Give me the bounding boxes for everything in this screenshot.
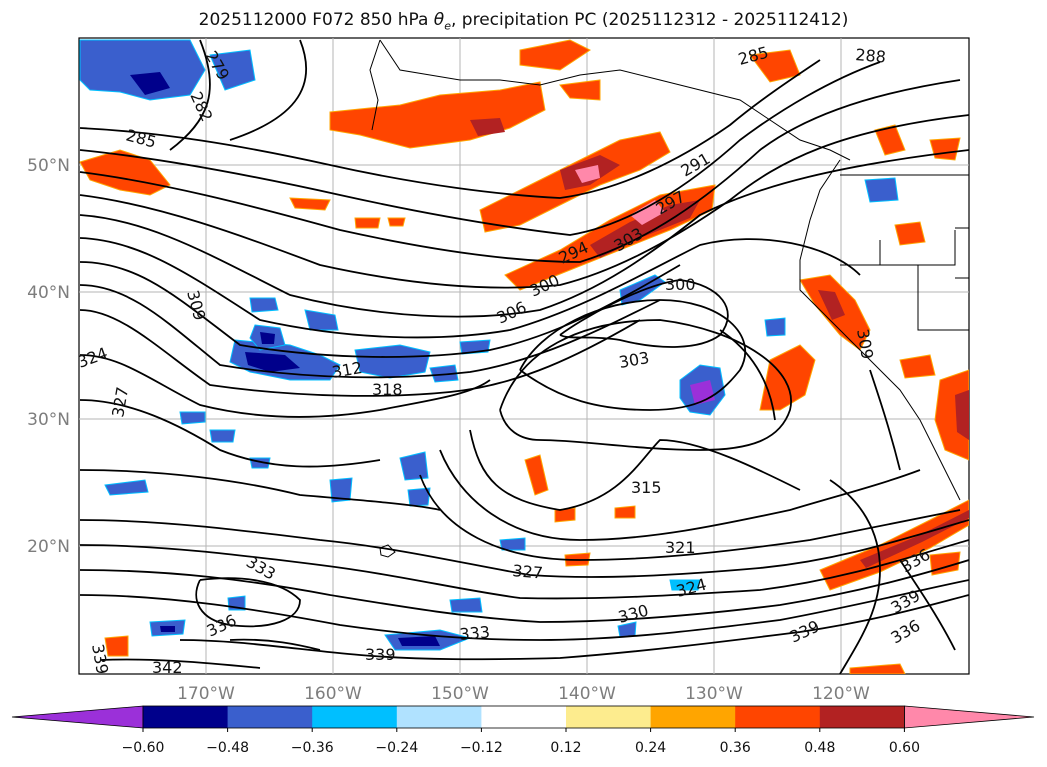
longitude-labels: 170°W 160°W 150°W 140°W 130°W 120°W <box>177 684 870 704</box>
colorbar-tick-label: −0.48 <box>206 740 249 756</box>
colorbar-extend-min <box>11 705 144 729</box>
colorbar-cell <box>566 706 652 728</box>
contour-label: 327 <box>512 561 544 583</box>
colorbar-cell <box>819 706 905 728</box>
contour-label: 333 <box>459 622 491 644</box>
contour-label: 342 <box>152 658 183 677</box>
map-title: 2025112000 F072 850 hPa θe, precipitatio… <box>198 10 849 33</box>
lon-label: 120°W <box>812 684 870 704</box>
lat-label: 20°N <box>27 537 70 557</box>
lat-label: 30°N <box>27 410 70 430</box>
colorbar-extend-max <box>904 705 1035 729</box>
theta-e-contours <box>79 39 969 674</box>
colorbar: −0.60 −0.48 −0.36 −0.24 −0.12 0.12 0.24 0.36 0.4… <box>11 705 1035 756</box>
colorbar-tick-label: 0.12 <box>550 740 581 756</box>
colorbar-cell <box>227 706 313 728</box>
contour-label: 288 <box>855 45 887 67</box>
precipitation-shading <box>79 39 969 674</box>
colorbar-tick-label: 0.24 <box>635 740 666 756</box>
lon-label: 160°W <box>304 684 362 704</box>
lon-label: 170°W <box>177 684 235 704</box>
colorbar-cell <box>312 706 398 728</box>
colorbar-tick-label: 0.48 <box>804 740 835 756</box>
contour-label: 321 <box>665 538 696 557</box>
colorbar-cell <box>143 706 229 728</box>
colorbar-tick-label: −0.12 <box>460 740 503 756</box>
colorbar-tick-label: 0.36 <box>720 740 751 756</box>
contour-label: 315 <box>631 478 662 497</box>
colorbar-tick-label: −0.36 <box>291 740 334 756</box>
colorbar-outline <box>142 705 905 729</box>
lon-label: 140°W <box>558 684 616 704</box>
colorbar-tick-label: −0.60 <box>122 740 165 756</box>
lon-label: 150°W <box>431 684 489 704</box>
contour-label: 300 <box>665 275 696 294</box>
colorbar-tick-label: −0.24 <box>375 740 418 756</box>
colorbar-cell <box>396 706 482 728</box>
latitude-labels: 50°N 40°N 30°N 20°N <box>27 156 70 557</box>
colorbar-cell <box>650 706 736 728</box>
colorbar-cell <box>481 706 567 728</box>
colorbar-cell <box>735 706 821 728</box>
contour-label: 318 <box>372 380 403 399</box>
lat-label: 50°N <box>27 156 70 176</box>
coastlines <box>369 39 969 558</box>
contour-label: 339 <box>365 645 396 664</box>
lon-label: 130°W <box>685 684 743 704</box>
lat-label: 40°N <box>27 283 70 303</box>
colorbar-tick-label: 0.60 <box>889 740 920 756</box>
